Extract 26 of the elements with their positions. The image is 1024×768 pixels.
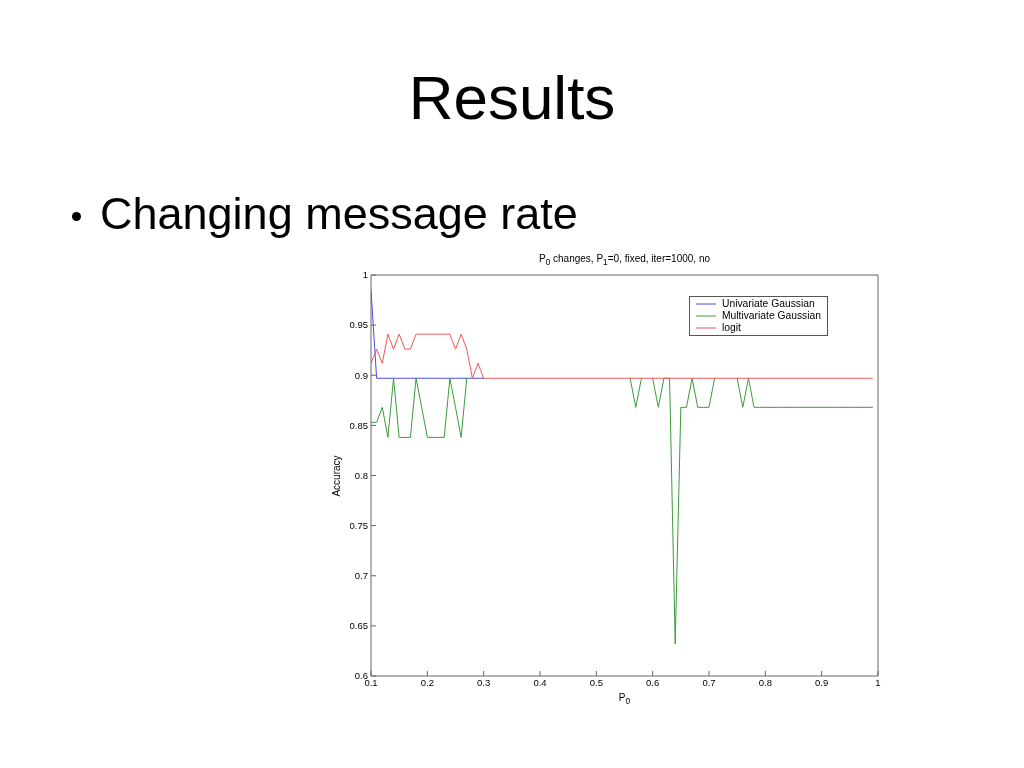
text: Changing message rate [100, 188, 578, 240]
y-tick-label: 0.7 [354, 570, 368, 582]
y-tick-label: 0.75 [349, 520, 368, 531]
chart-title: P$_{0}$ changes, P$_{1}$=0, fixed, iter=1000, no [537, 252, 712, 269]
x-tick-label: 0.6 [646, 676, 660, 688]
legend-label: Univariate Gaussian [721, 298, 815, 310]
x-tick-label: 0.5 [589, 676, 603, 688]
x-tick-label: 0.4 [533, 676, 547, 688]
y-tick-label: 1 [362, 269, 368, 281]
x-tick-label: 1 [875, 676, 881, 688]
y-tick-label: 0.9 [354, 369, 368, 381]
y-tick-label: 0.65 [349, 620, 368, 632]
legend-label: Multivariate Gaussian [721, 310, 821, 322]
y-tick-label: 0.95 [349, 319, 368, 331]
x-tick-label: 0.8 [758, 676, 772, 688]
legend-label: logit [721, 322, 741, 334]
y-tick-label: 0.85 [349, 419, 368, 431]
x-tick-label: 0.2 [420, 676, 434, 688]
x-tick-label: 0.3 [477, 676, 491, 688]
y-axis-title: Accuracy [331, 453, 343, 499]
y-tick-label: 0.8 [354, 469, 368, 481]
text: Results [407, 62, 617, 134]
x-tick-label: 0.9 [815, 676, 829, 688]
line-series [371, 333, 873, 379]
x-axis-title: P$_{0}$ [617, 691, 632, 708]
x-tick-label: 0.7 [702, 676, 716, 688]
